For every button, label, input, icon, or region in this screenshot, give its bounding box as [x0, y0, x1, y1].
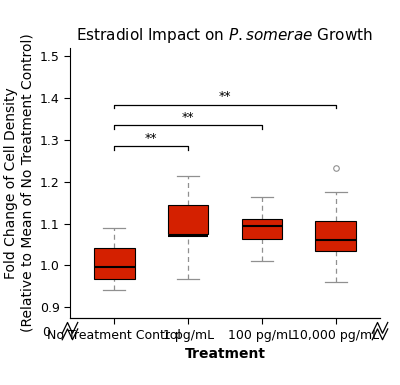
Y-axis label: Fold Change of Cell Density
(Relative to Mean of No Treatment Control): Fold Change of Cell Density (Relative to… [4, 33, 34, 332]
Bar [94, 248, 134, 279]
Text: **: ** [182, 111, 194, 124]
Title: Estradiol Impact on $\it{P. somerae}$ Growth: Estradiol Impact on $\it{P. somerae}$ Gr… [76, 26, 374, 45]
Text: **: ** [145, 132, 158, 145]
Text: 0: 0 [42, 326, 50, 339]
Text: **: ** [219, 90, 231, 103]
Bar [168, 205, 208, 234]
X-axis label: Treatment: Treatment [184, 347, 266, 361]
Bar [316, 221, 356, 251]
Bar [242, 219, 282, 239]
